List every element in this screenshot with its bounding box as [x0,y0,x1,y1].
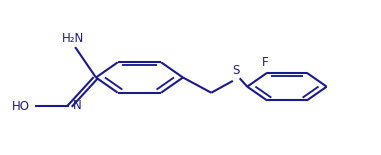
Text: N: N [72,99,81,112]
Text: HO: HO [12,100,30,113]
Text: H₂N: H₂N [62,32,84,45]
Text: F: F [262,56,269,69]
Text: S: S [232,64,240,77]
